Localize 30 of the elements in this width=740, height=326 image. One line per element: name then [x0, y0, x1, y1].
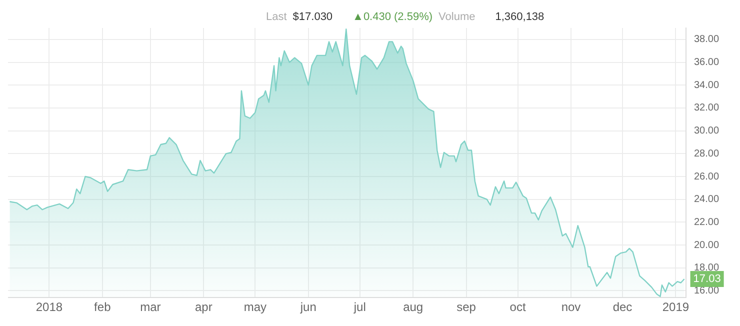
x-tick-label: mar	[140, 300, 161, 314]
x-tick-label: 2018	[36, 300, 63, 314]
x-tick-label: oct	[510, 300, 526, 314]
x-tick-label: jul	[352, 300, 366, 314]
x-tick-label: may	[244, 300, 267, 314]
y-tick-label: 30.00	[694, 126, 720, 137]
text: Volume	[438, 11, 476, 24]
annotation: 17.03	[693, 273, 721, 286]
x-tick-label: 2019	[662, 300, 690, 314]
x-tick-label: dec	[612, 300, 632, 314]
text: $17.030	[292, 11, 333, 24]
x-tick-label: jun	[299, 300, 316, 314]
x-tick-label: nov	[561, 300, 581, 314]
y-tick-label: 20.00	[694, 240, 720, 251]
x-tick-label: apr	[195, 300, 212, 314]
y-tick-label: 24.00	[694, 194, 720, 206]
y-tick-label: 36.00	[694, 57, 720, 68]
y-tick-label: 34.00	[694, 80, 720, 91]
y-tick-label: 22.00	[694, 216, 720, 228]
x-tick-label: sep	[456, 300, 476, 314]
y-tick-label: 26.00	[694, 171, 720, 182]
y-tick-label: 28.00	[694, 148, 720, 160]
y-tick-label: 18.00	[694, 262, 720, 274]
x-tick-label: feb	[94, 300, 112, 314]
text: Last	[266, 11, 287, 24]
x-tick-label: aug	[403, 300, 424, 314]
text: ▲0.430 (2.59%)	[352, 11, 433, 24]
text: 1,360,138	[495, 11, 544, 24]
y-tick-label: 38.00	[694, 34, 720, 46]
y-tick-label: 32.00	[694, 102, 720, 114]
